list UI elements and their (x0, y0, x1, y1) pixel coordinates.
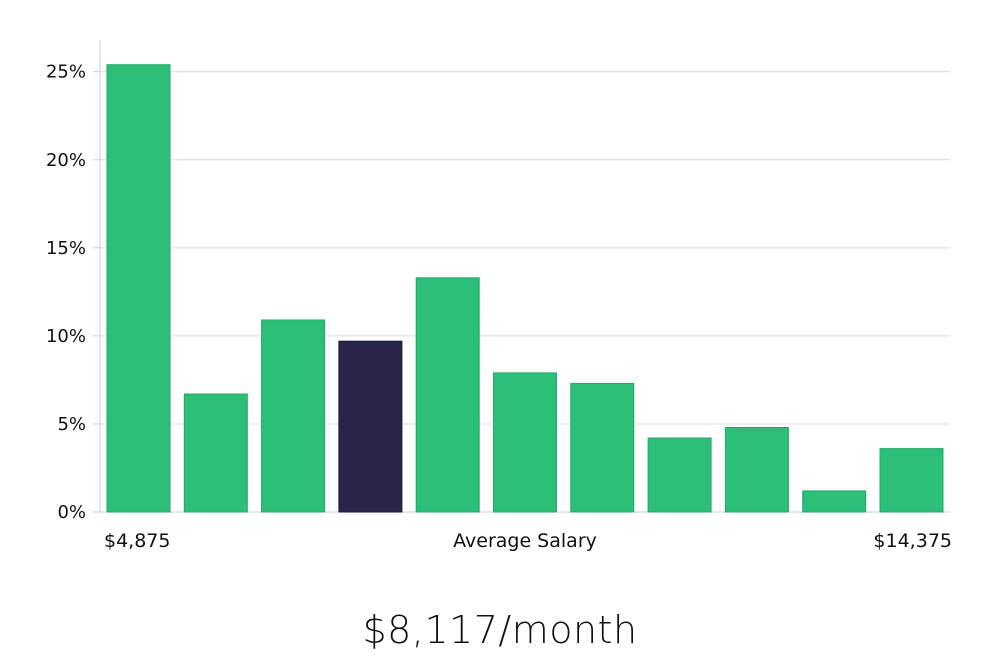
bar (802, 490, 867, 513)
bar-highlighted (338, 340, 403, 513)
bar (415, 277, 480, 513)
bar (261, 319, 326, 513)
y-tick-label: 10% (46, 326, 86, 347)
bar (570, 382, 635, 513)
y-tick-label: 20% (46, 150, 86, 171)
x-label-max: $14,375 (873, 530, 952, 552)
bar (183, 393, 248, 513)
bar (879, 448, 944, 513)
y-axis-ticks: 0% 5% 10% 15% 20% 25% (46, 62, 100, 523)
bars (106, 64, 944, 513)
bar (493, 372, 557, 513)
bar (647, 437, 712, 513)
average-salary-value: $8,117/month (362, 608, 638, 652)
salary-histogram: 0% 5% 10% 15% 20% 25% $4,875 Average Salary $… (46, 40, 952, 552)
y-tick-label: 0% (57, 502, 86, 523)
bar (724, 427, 789, 513)
grid-lines (100, 71, 950, 425)
y-tick-label: 25% (46, 62, 86, 83)
bar (106, 64, 171, 513)
y-tick-label: 15% (46, 238, 86, 259)
x-label-min: $4,875 (104, 530, 170, 552)
y-tick-label: 5% (57, 414, 86, 435)
x-axis-title: Average Salary (453, 530, 597, 552)
